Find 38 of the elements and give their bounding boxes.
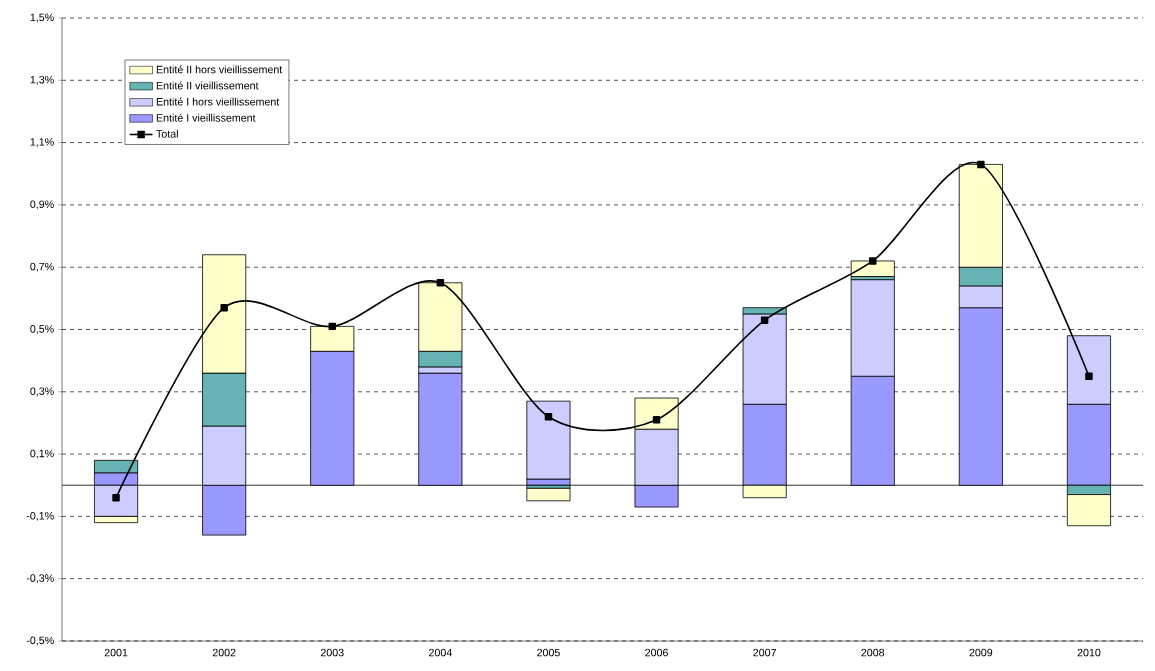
point <box>112 493 120 502</box>
legend-label: Entité II vieillissement <box>156 81 259 90</box>
x-tick-label: 2003 <box>320 648 344 657</box>
x-tick-label: 2004 <box>429 648 452 657</box>
point <box>652 416 661 424</box>
x-tick-label: 2009 <box>969 648 993 657</box>
point <box>220 303 228 312</box>
point <box>436 279 445 287</box>
y-tick-label: 0,3% <box>30 387 54 397</box>
x-tick-label: 2008 <box>861 648 885 657</box>
y-tick-label: 0,1% <box>30 449 54 459</box>
x-tick-label: 2006 <box>645 648 668 657</box>
y-tick-label: -0,1% <box>26 512 54 521</box>
y-tick-label: 0,5% <box>30 325 54 334</box>
point <box>328 322 336 331</box>
bar <box>850 260 895 277</box>
y-tick-label: -0,5% <box>26 636 54 646</box>
point <box>1085 372 1093 380</box>
y-tick-label: 1,1% <box>30 138 54 147</box>
legend-label: Total <box>156 129 178 138</box>
legend-label: Entité I vieillissement <box>156 113 256 122</box>
point <box>760 316 769 324</box>
point <box>869 257 877 265</box>
y-tick-label: -0,3% <box>26 574 54 584</box>
y-tick-label: 1,3% <box>30 75 54 85</box>
y-tick-label: 0,9% <box>30 200 54 210</box>
y-tick-label: 0,7% <box>30 262 54 272</box>
x-tick-label: 2002 <box>212 648 236 657</box>
point <box>977 160 985 169</box>
y-tick-label: 1,5% <box>30 13 54 23</box>
legend-label: Entité I hors vieillissement <box>156 97 280 106</box>
point <box>544 412 553 421</box>
x-tick-label: 2010 <box>1077 648 1101 657</box>
x-tick-label: 2001 <box>104 648 128 657</box>
x-tick-label: 2005 <box>537 648 560 657</box>
bar <box>526 487 571 502</box>
x-tick-label: 2007 <box>753 648 776 657</box>
legend-label: Entité II hors vieillissement <box>156 65 283 74</box>
